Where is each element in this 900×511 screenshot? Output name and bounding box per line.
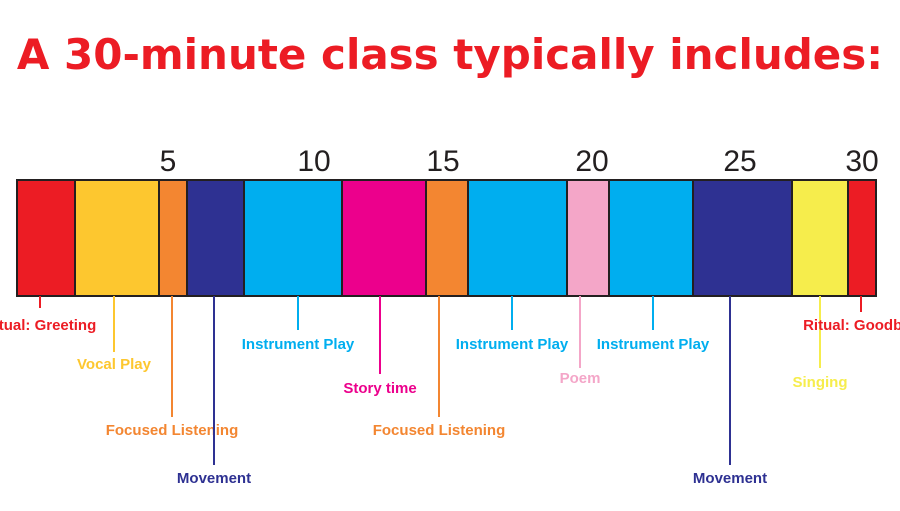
segment-9 xyxy=(608,179,694,297)
tick-label-2: 15 xyxy=(426,145,459,178)
segment-1 xyxy=(74,179,160,297)
tick-label-3: 20 xyxy=(575,145,608,178)
segment-12 xyxy=(847,179,877,297)
segment-label-6: Focused Listening xyxy=(373,422,506,439)
segment-label-3: Movement xyxy=(177,470,251,487)
segment-label-12: Ritual: Goodbye xyxy=(803,317,900,334)
segment-7 xyxy=(467,179,568,297)
segment-10 xyxy=(692,179,793,297)
segment-label-4: Instrument Play xyxy=(242,336,355,353)
segment-label-2: Focused Listening xyxy=(106,422,239,439)
segment-label-0: Ritual: Greeting xyxy=(0,317,96,334)
tick-label-0: 5 xyxy=(160,145,177,178)
segment-label-10: Movement xyxy=(693,470,767,487)
segment-8 xyxy=(566,179,610,297)
segment-6 xyxy=(425,179,469,297)
segment-5 xyxy=(341,179,427,297)
segment-label-8: Poem xyxy=(560,370,601,387)
tick-label-4: 25 xyxy=(723,145,756,178)
segment-3 xyxy=(186,179,245,297)
segment-label-11: Singing xyxy=(793,374,848,391)
segment-4 xyxy=(243,179,343,297)
segment-2 xyxy=(158,179,188,297)
segment-label-9: Instrument Play xyxy=(597,336,710,353)
segment-label-5: Story time xyxy=(343,380,416,397)
page-title: A 30-minute class typically includes: xyxy=(16,30,884,79)
segment-0 xyxy=(16,179,76,297)
segment-label-1: Vocal Play xyxy=(77,356,152,373)
segment-label-7: Instrument Play xyxy=(456,336,569,353)
tick-label-5: 30 xyxy=(845,145,878,178)
tick-label-1: 10 xyxy=(297,145,330,178)
segment-11 xyxy=(791,179,849,297)
